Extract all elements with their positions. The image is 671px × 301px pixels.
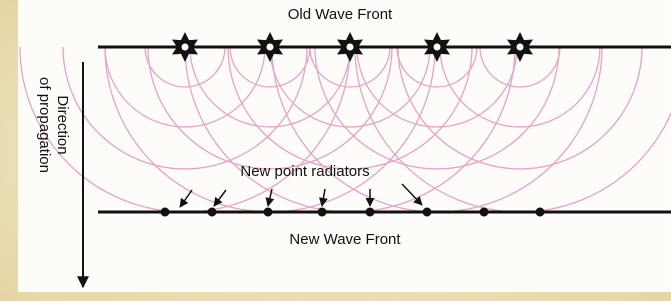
radiator-dot bbox=[423, 208, 432, 217]
radiator-dot bbox=[264, 208, 273, 217]
source-center bbox=[434, 44, 441, 51]
radiator-dot bbox=[318, 208, 327, 217]
diagram: Old Wave Front Direction of propagation … bbox=[0, 0, 671, 301]
footer-label: New Wave Front bbox=[289, 231, 401, 248]
radiators-label: New point radiators bbox=[240, 163, 369, 180]
direction-line: Direction bbox=[54, 95, 71, 154]
source-center bbox=[182, 44, 189, 51]
radiator-dot bbox=[480, 208, 489, 217]
source-center bbox=[347, 44, 354, 51]
source-center bbox=[267, 44, 274, 51]
radiator-dot bbox=[536, 208, 545, 217]
radiator-dot bbox=[161, 208, 170, 217]
radiator-dot bbox=[366, 208, 375, 217]
title: Old Wave Front bbox=[288, 6, 393, 23]
page: Old Wave Front Direction of propagation … bbox=[0, 0, 671, 301]
direction-line: of propagation bbox=[36, 77, 53, 173]
source-center bbox=[517, 44, 524, 51]
radiator-dot bbox=[208, 208, 217, 217]
